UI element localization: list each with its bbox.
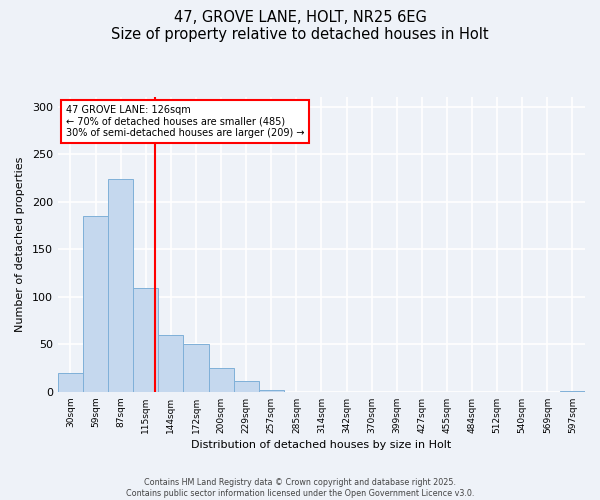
X-axis label: Distribution of detached houses by size in Holt: Distribution of detached houses by size … (191, 440, 452, 450)
Bar (184, 344, 209, 392)
Y-axis label: Number of detached properties: Number of detached properties (15, 157, 25, 332)
Bar (209, 368, 233, 392)
Bar (83, 216, 108, 392)
Bar (560, 391, 585, 392)
Bar (108, 179, 133, 392)
Text: 47, GROVE LANE, HOLT, NR25 6EG
Size of property relative to detached houses in H: 47, GROVE LANE, HOLT, NR25 6EG Size of p… (111, 10, 489, 42)
Bar (58, 373, 83, 392)
Text: Contains HM Land Registry data © Crown copyright and database right 2025.
Contai: Contains HM Land Registry data © Crown c… (126, 478, 474, 498)
Bar (158, 335, 184, 392)
Bar (259, 390, 284, 392)
Bar (233, 382, 259, 392)
Text: 47 GROVE LANE: 126sqm
← 70% of detached houses are smaller (485)
30% of semi-det: 47 GROVE LANE: 126sqm ← 70% of detached … (66, 105, 304, 138)
Bar (133, 288, 158, 392)
